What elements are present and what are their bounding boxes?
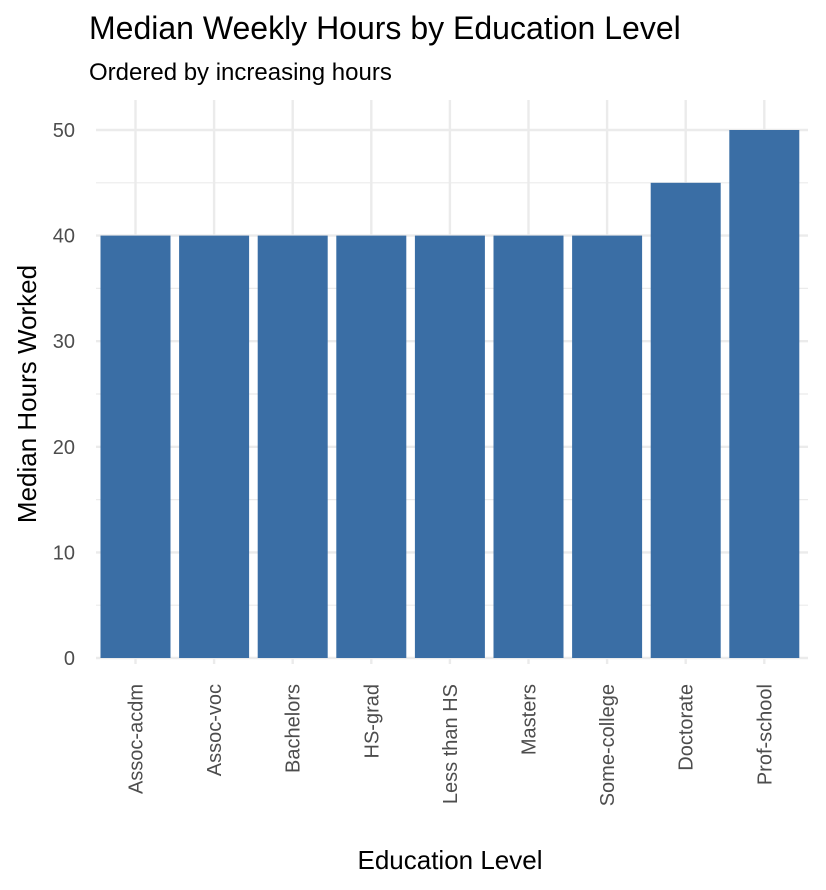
y-tick-label: 50 [53,120,75,142]
x-tick-label: HS-grad [361,684,383,758]
bar [100,235,171,658]
y-tick-label: 40 [53,226,75,248]
bar [729,130,800,658]
y-tick-label: 0 [64,648,75,670]
bar [179,235,250,658]
y-tick-label: 10 [53,542,75,564]
bar [572,235,643,658]
x-tick-label: Bachelors [283,684,305,773]
bar [336,235,407,658]
x-axis-ticks: Assoc-acdm Assoc-voc Bachelors HS-grad Less … [126,684,777,806]
bar [650,182,721,659]
y-tick-label: 30 [53,331,75,353]
x-tick-label: Assoc-voc [204,684,226,776]
x-tick-label: Less than HS [440,684,462,804]
bar [493,235,564,658]
bars [100,130,800,659]
x-tick-label: Doctorate [676,684,698,771]
bar [257,235,328,658]
chart-title: Median Weekly Hours by Education Level [89,10,681,46]
y-axis-title: Median Hours Worked [12,265,42,523]
x-axis-title: Education Level [357,845,542,875]
y-tick-label: 20 [53,437,75,459]
bar [414,235,485,658]
chart-subtitle: Ordered by increasing hours [89,59,392,86]
x-tick-label: Prof-school [754,684,776,785]
y-axis-ticks: 0 10 20 30 40 50 [53,120,75,670]
x-tick-label: Some-college [597,684,619,806]
x-tick-label: Assoc-acdm [126,684,148,794]
x-tick-label: Masters [519,684,541,755]
